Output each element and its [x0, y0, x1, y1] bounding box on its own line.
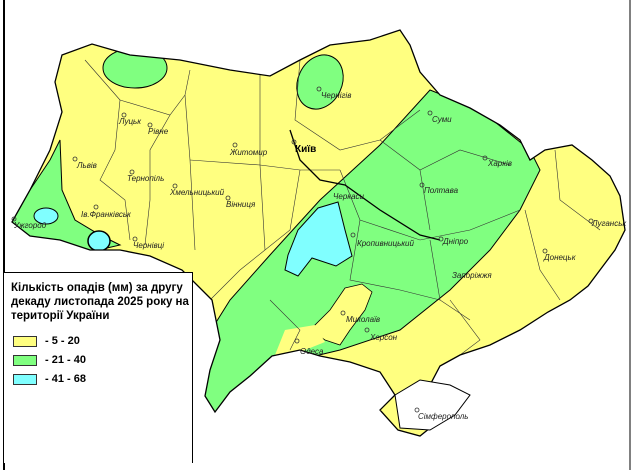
city-simferopol: Сімферополь: [418, 412, 468, 421]
city-donetsk: Донецьк: [543, 253, 577, 262]
city-kharkiv: Харків: [487, 159, 512, 168]
zone-41-68-chernivtsi: [87, 230, 111, 252]
city-kherson: Херсон: [369, 333, 398, 342]
zone-41-68-west: [33, 207, 59, 225]
city-chernivtsi: Чернівці: [133, 241, 164, 250]
zone-5-20-odesa: [275, 325, 325, 355]
city-labels: Луцьк Рівне Львів Тернопіль Хмельницький…: [13, 91, 627, 421]
legend-label: - 41 - 68: [45, 373, 86, 385]
legend: Кількість опадів (мм) за другу декаду ли…: [4, 272, 193, 463]
city-odesa: Одеса: [300, 347, 324, 356]
legend-swatch-cyan: [13, 373, 37, 385]
city-kyiv: Київ: [295, 144, 316, 155]
legend-title: Кількість опадів (мм) за другу декаду ли…: [11, 282, 189, 322]
city-luhansk: Луганськ: [591, 219, 627, 228]
legend-swatch-green: [13, 354, 37, 366]
city-uzhhorod: Ужгород: [13, 221, 47, 230]
city-lviv: Львів: [76, 161, 97, 170]
legend-label: - 21 - 40: [45, 354, 86, 366]
legend-item-5-20: - 5 - 20: [13, 335, 80, 347]
city-ternopil: Тернопіль: [127, 174, 164, 183]
city-ivano-frankivsk: Ів.Франківськ: [81, 210, 132, 219]
city-kropyvnytskyi: Кропивницький: [357, 239, 415, 248]
city-sumy: Суми: [432, 115, 452, 124]
legend-label: - 5 - 20: [45, 335, 80, 347]
city-khmelnytskyi: Хмельницький: [169, 188, 225, 197]
zone-41-68-center: [284, 201, 353, 277]
oblast-borders: [84, 59, 601, 356]
legend-swatch-yellow: [13, 335, 37, 347]
city-vinnytsia: Вінниця: [226, 200, 256, 209]
city-poltava: Полтава: [424, 186, 459, 195]
city-zaporizhzhia: Запоріжжя: [452, 271, 492, 280]
zone-21-40-northwest: [102, 47, 168, 89]
city-mykolaiv: Миколаїв: [346, 315, 380, 324]
city-chernihiv: Чернігів: [321, 91, 351, 100]
crimea-outline: [394, 379, 471, 431]
zone-5-20-mykolaiv: [309, 283, 373, 346]
city-lutsk: Луцьк: [118, 117, 142, 126]
city-zhytomyr: Житомир: [229, 148, 268, 157]
city-markers: [11, 86, 594, 413]
legend-item-21-40: - 21 - 40: [13, 354, 86, 366]
legend-item-41-68: - 41 - 68: [13, 373, 86, 385]
city-cherkasy: Черкаси: [333, 192, 365, 201]
dnipro-river: [289, 129, 441, 241]
city-dnipro: Дніпро: [442, 237, 469, 246]
zone-21-40-chernihiv: [296, 54, 344, 110]
city-rivne: Рівне: [148, 127, 169, 136]
